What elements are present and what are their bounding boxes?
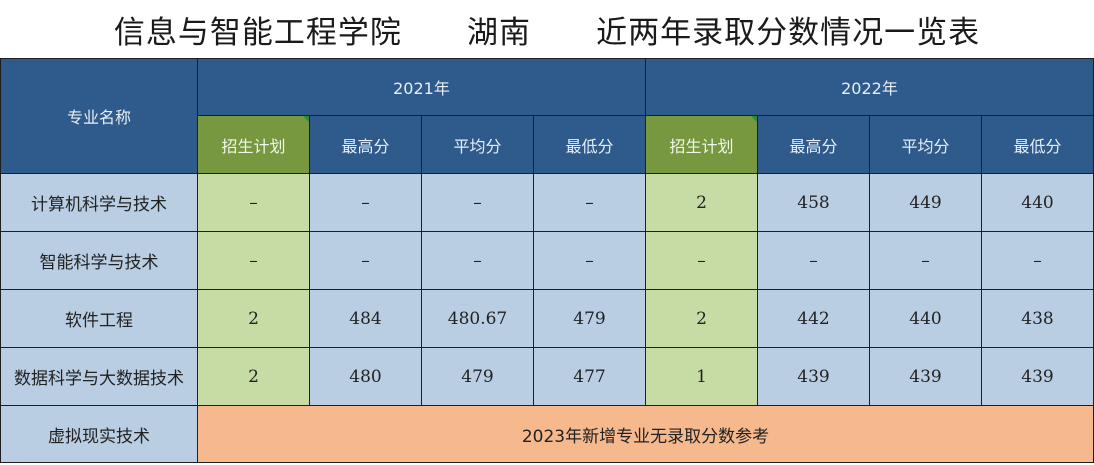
table-cell-2022-min: 440: [982, 174, 1094, 232]
table-cell-2022-max: –: [758, 232, 870, 290]
new-major-note: 2023年新增专业无录取分数参考: [198, 406, 1094, 463]
table-cell-2022-min: 438: [982, 290, 1094, 348]
table-row-major-name: 计算机科学与技术: [0, 174, 198, 232]
table-row-major-name: 软件工程: [0, 290, 198, 348]
table-cell-2021-plan: 2: [198, 348, 310, 406]
admission-table: 专业名称 2021年 2022年 招生计划 最高分 平均分 最低分 招生计划 最…: [0, 58, 1094, 465]
table-cell-2021-min: 477: [534, 348, 646, 406]
table-cell-2022-min: –: [982, 232, 1094, 290]
table-row-major-name: 虚拟现实技术: [0, 406, 198, 463]
table-cell-2022-plan: 2: [646, 174, 758, 232]
table-cell-2022-max: 442: [758, 290, 870, 348]
table-cell-2021-min: 479: [534, 290, 646, 348]
table-cell-2021-min: –: [534, 232, 646, 290]
column-header-2021: 2021年: [198, 58, 646, 116]
table-cell-2021-avg: 480.67: [422, 290, 534, 348]
table-cell-2022-max: 458: [758, 174, 870, 232]
column-header-2022: 2022年: [646, 58, 1094, 116]
table-cell-2021-plan: –: [198, 174, 310, 232]
table-row-major-name: 数据科学与大数据技术: [0, 348, 198, 406]
column-header-2021-max: 最高分: [310, 116, 422, 174]
table-cell-2021-avg: –: [422, 232, 534, 290]
table-cell-2022-avg: –: [870, 232, 982, 290]
table-cell-2022-avg: 439: [870, 348, 982, 406]
table-cell-2021-avg: 479: [422, 348, 534, 406]
column-header-2022-max: 最高分: [758, 116, 870, 174]
column-header-2021-plan: 招生计划: [198, 116, 310, 174]
table-cell-2021-max: –: [310, 232, 422, 290]
table-cell-2021-max: –: [310, 174, 422, 232]
table-cell-2022-avg: 449: [870, 174, 982, 232]
table-cell-2022-max: 439: [758, 348, 870, 406]
column-header-2022-plan: 招生计划: [646, 116, 758, 174]
table-cell-2022-plan: 1: [646, 348, 758, 406]
table-cell-2022-min: 439: [982, 348, 1094, 406]
table-row-major-name: 智能科学与技术: [0, 232, 198, 290]
column-header-2022-avg: 平均分: [870, 116, 982, 174]
column-header-2021-avg: 平均分: [422, 116, 534, 174]
table-cell-2021-avg: –: [422, 174, 534, 232]
table-cell-2022-plan: –: [646, 232, 758, 290]
table-cell-2021-plan: 2: [198, 290, 310, 348]
column-header-2022-min: 最低分: [982, 116, 1094, 174]
page-title: 信息与智能工程学院 湖南 近两年录取分数情况一览表: [113, 14, 981, 51]
table-cell-2022-plan: 2: [646, 290, 758, 348]
table-cell-2021-max: 484: [310, 290, 422, 348]
table-cell-2021-min: –: [534, 174, 646, 232]
table-cell-2022-avg: 440: [870, 290, 982, 348]
table-cell-2021-plan: –: [198, 232, 310, 290]
table-cell-2021-max: 480: [310, 348, 422, 406]
column-header-2021-min: 最低分: [534, 116, 646, 174]
column-header-major-name: 专业名称: [0, 58, 198, 174]
